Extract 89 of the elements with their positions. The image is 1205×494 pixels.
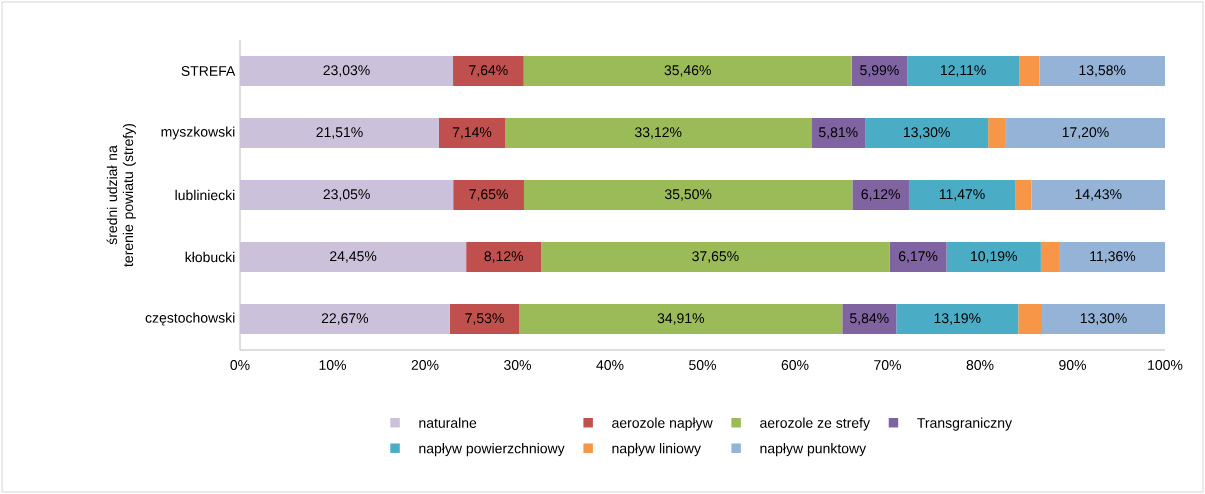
bar — [1015, 180, 1032, 211]
bar — [1018, 304, 1042, 334]
y-tick-label: STREFA — [181, 66, 236, 76]
bar — [865, 118, 989, 148]
bar — [852, 180, 909, 211]
legend-label: napływ punktowy — [760, 443, 867, 457]
legend-label: napływ powierzchniowy — [419, 443, 565, 457]
bar — [1041, 304, 1166, 334]
data-label: 7,14% — [452, 127, 492, 139]
bar — [1059, 242, 1166, 272]
data-label: 12,11% — [940, 65, 986, 77]
bar — [519, 304, 843, 334]
data-label: 33,12% — [634, 127, 682, 139]
bar — [240, 304, 450, 334]
data-label: 5,99% — [860, 65, 899, 77]
data-label: 21,51% — [316, 127, 363, 139]
bar — [908, 180, 1016, 211]
x-tick-label: 10% — [319, 360, 347, 370]
data-label: 13,30% — [1080, 313, 1127, 325]
data-label: 35,50% — [664, 189, 712, 201]
x-tick-label: 60% — [781, 360, 809, 370]
data-label: 5,81% — [818, 127, 858, 139]
data-label: 6,17% — [898, 251, 938, 263]
data-label: 11,36% — [1090, 251, 1136, 263]
x-tick-label: 30% — [504, 360, 532, 370]
bar — [811, 118, 866, 148]
data-label: 17,20% — [1062, 127, 1109, 139]
bar — [896, 304, 1019, 334]
x-tick-label: 0% — [230, 360, 250, 370]
data-label: 24,45% — [330, 251, 377, 263]
y-tick-label: lubliniecki — [175, 189, 235, 201]
bar — [1019, 56, 1040, 87]
bar — [988, 118, 1006, 148]
legend-label: naturalne — [419, 417, 477, 428]
bar — [240, 56, 454, 87]
bar — [240, 118, 439, 148]
x-tick-label: 50% — [689, 360, 717, 370]
bar — [505, 118, 812, 148]
x-tick-label: 80% — [966, 360, 994, 370]
legend-label: aerozole ze strefy — [760, 417, 870, 431]
legend-label: aerozole napływ — [612, 417, 713, 431]
data-label: 22,67% — [321, 313, 369, 325]
bar — [851, 56, 908, 87]
bar — [1005, 118, 1166, 148]
bar — [889, 242, 947, 272]
bar — [453, 180, 524, 211]
data-label: 13,58% — [1079, 65, 1126, 77]
y-tick-label: kłobucki — [185, 251, 235, 263]
x-tick-label: 40% — [596, 360, 624, 370]
bar — [240, 180, 454, 211]
bar — [438, 118, 506, 148]
data-label: 6,12% — [861, 189, 900, 201]
data-label: 7,53% — [465, 313, 504, 325]
bar — [541, 242, 890, 272]
bar — [449, 304, 520, 334]
legend-label: napływ liniowy — [612, 443, 701, 457]
bar — [842, 304, 897, 334]
data-label: 34,91% — [657, 313, 705, 325]
bar — [946, 242, 1041, 272]
data-label: 13,19% — [934, 313, 981, 325]
data-label: 13,30% — [903, 127, 950, 139]
bar — [453, 56, 524, 87]
bar — [240, 242, 467, 272]
bar — [523, 180, 853, 211]
x-tick-label: 90% — [1059, 360, 1087, 370]
data-label: 11,47% — [939, 189, 985, 201]
x-tick-label: 20% — [411, 360, 439, 370]
bar — [1040, 242, 1060, 272]
x-tick-label: 100% — [1148, 360, 1183, 370]
data-label: 37,65% — [692, 251, 739, 263]
data-label: 35,46% — [664, 65, 711, 77]
bar — [1039, 56, 1166, 87]
y-axis-title: średni udział na terenie powiatu (strefy) — [106, 123, 136, 267]
data-label: 8,12% — [484, 251, 524, 263]
data-label: 7,64% — [469, 65, 508, 77]
legend-label: Transgraniczny — [917, 417, 1012, 431]
bar — [1031, 180, 1166, 211]
data-label: 23,03% — [323, 65, 370, 77]
data-label: 5,84% — [850, 313, 889, 325]
bar — [523, 56, 852, 87]
x-tick-label: 70% — [874, 360, 902, 370]
bar — [466, 242, 542, 272]
bar — [907, 56, 1020, 87]
data-label: 14,43% — [1075, 189, 1122, 201]
data-label: 7,65% — [469, 189, 508, 201]
data-label: 23,05% — [323, 189, 370, 201]
data-label: 10,19% — [971, 251, 1017, 263]
y-tick-label: częstochowski — [145, 312, 235, 326]
y-tick-label: myszkowski — [161, 126, 235, 140]
